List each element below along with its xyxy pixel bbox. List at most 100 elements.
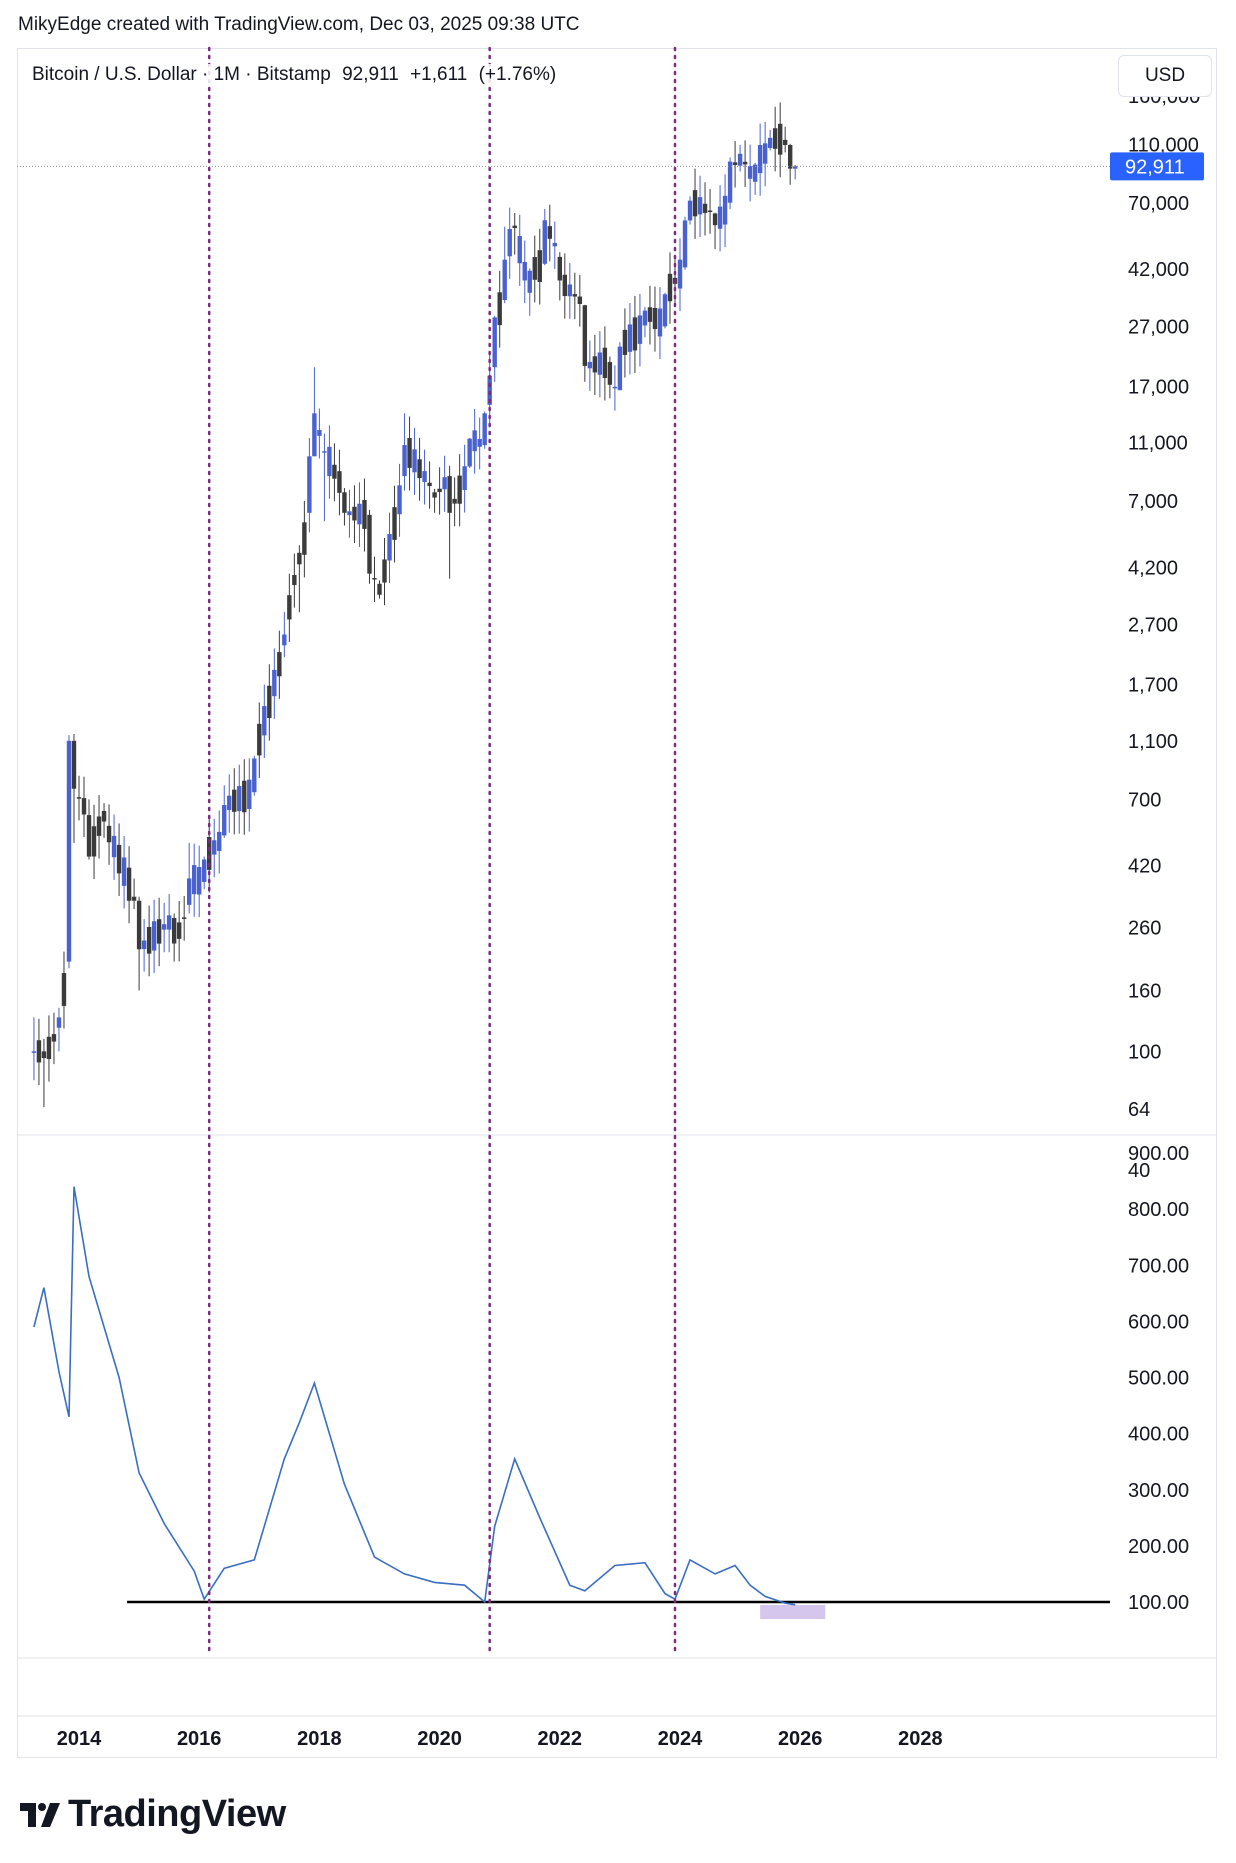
price-tick-label: 4,200 xyxy=(1128,557,1178,579)
candle-body xyxy=(46,1036,52,1060)
candle-body xyxy=(547,226,552,239)
candle-body xyxy=(342,492,347,513)
candle-body xyxy=(652,307,658,330)
candle-body xyxy=(257,723,262,756)
candle-body xyxy=(407,437,412,468)
indicator-tick-label: 800.00 xyxy=(1128,1199,1189,1221)
candle-body xyxy=(397,485,402,515)
candle-body xyxy=(242,780,247,813)
candle-body xyxy=(66,740,72,962)
candle-body xyxy=(487,375,492,405)
candle-body xyxy=(307,456,312,513)
candle-body xyxy=(462,466,467,490)
candle-body xyxy=(747,166,753,179)
currency-selector-button[interactable]: USD xyxy=(1118,55,1212,97)
candle-body xyxy=(577,296,583,305)
candle-body xyxy=(372,578,377,580)
candle-body xyxy=(292,575,297,586)
candle-body xyxy=(186,878,192,905)
cycle-markers xyxy=(207,46,677,1657)
candle-body xyxy=(171,918,177,944)
price-tick-label: 17,000 xyxy=(1128,376,1189,398)
candle-body xyxy=(322,451,327,453)
candle-body xyxy=(36,1040,42,1063)
candle-body xyxy=(692,190,698,217)
candle-body xyxy=(567,284,573,297)
candle-body xyxy=(527,270,532,293)
chart-attribution: MikyEdge created with TradingView.com, D… xyxy=(18,14,580,35)
candle-body xyxy=(232,789,237,812)
symbol-description: Bitcoin / U.S. Dollar · 1M · Bitstamp xyxy=(32,64,331,85)
candle-body xyxy=(717,206,723,229)
candle-body xyxy=(392,507,397,540)
candle-body xyxy=(572,294,578,297)
candle-body xyxy=(181,917,187,919)
price-tick-label: 2,700 xyxy=(1128,615,1178,637)
candle-body xyxy=(202,859,207,882)
time-tick-label: 2024 xyxy=(658,1728,703,1750)
candle-body xyxy=(136,900,142,950)
last-price-tag: 92,911 xyxy=(1110,152,1204,181)
candle-body xyxy=(207,837,212,870)
candle-body xyxy=(642,310,648,326)
candle-body xyxy=(121,857,127,886)
candle-body xyxy=(417,459,422,479)
candle-body xyxy=(312,413,317,457)
candle-body xyxy=(477,439,482,447)
time-tick-label: 2016 xyxy=(177,1728,222,1750)
price-change: +1,611 xyxy=(410,64,468,85)
price-tick-label: 1,700 xyxy=(1128,674,1178,696)
candle-body xyxy=(347,511,352,516)
candle-body xyxy=(402,445,407,477)
last-price-tag-label: 92,911 xyxy=(1125,156,1185,178)
time-tick-label: 2022 xyxy=(538,1728,583,1750)
candle-body xyxy=(552,242,557,247)
candle-body xyxy=(31,1051,37,1053)
candle-body xyxy=(702,203,708,213)
candle-body xyxy=(362,499,367,529)
candle-body xyxy=(667,273,673,302)
candle-body xyxy=(707,210,713,213)
candlestick-series xyxy=(17,102,1110,1108)
candle-body xyxy=(657,308,663,337)
candle-body xyxy=(437,488,442,493)
candle-body xyxy=(457,475,462,504)
candle-body xyxy=(762,143,768,164)
tradingview-logo: TradingView xyxy=(20,1792,286,1836)
candle-body xyxy=(537,250,542,282)
candle-body xyxy=(602,347,608,378)
indicator-tick-label: 600.00 xyxy=(1128,1311,1189,1333)
candle-body xyxy=(71,740,77,789)
candle-body xyxy=(116,844,122,874)
candle-body xyxy=(592,356,598,373)
candle-body xyxy=(247,779,252,809)
candle-body xyxy=(682,220,688,268)
candle-body xyxy=(512,225,517,229)
candle-body xyxy=(332,464,337,479)
candle-body xyxy=(452,498,457,504)
candle-body xyxy=(217,831,222,851)
indicator-tick-label: 100.00 xyxy=(1128,1592,1189,1614)
time-axis: 2014 2016 2018 2020 2022 2024 2026 2028 xyxy=(57,1728,943,1750)
candle-body xyxy=(632,317,638,351)
candle-body xyxy=(161,924,167,930)
candle-body xyxy=(587,361,593,369)
candle-body xyxy=(447,476,452,513)
time-tick-label: 2020 xyxy=(417,1728,462,1750)
candle-body xyxy=(382,559,387,583)
candle-body xyxy=(627,324,633,352)
candle-body xyxy=(76,797,82,799)
time-tick-label: 2018 xyxy=(297,1728,342,1750)
candle-body xyxy=(262,706,267,736)
candle-body xyxy=(677,259,683,289)
candle-body xyxy=(131,896,137,901)
candle-body xyxy=(302,522,307,555)
candle-body xyxy=(687,200,693,221)
candle-body xyxy=(412,449,417,473)
candle-body xyxy=(176,922,182,939)
candle-body xyxy=(497,292,502,326)
candle-body xyxy=(737,153,743,166)
highlight-zone xyxy=(760,1605,826,1619)
candle-body xyxy=(482,413,487,446)
